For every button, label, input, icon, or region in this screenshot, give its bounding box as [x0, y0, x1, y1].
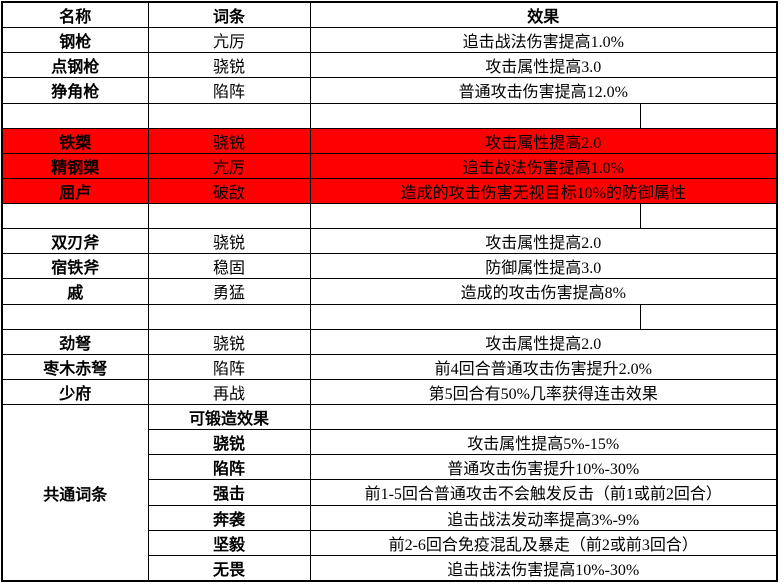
table-row: 双刃斧 骁锐 攻击属性提高2.0 — [1, 228, 778, 255]
effect-column-header: 效果 — [309, 1, 778, 29]
affix-cell: 骁锐 — [147, 328, 311, 355]
separator-row — [1, 303, 778, 330]
weapon-name-cell: 双刃斧 — [1, 228, 149, 255]
sep-name-cell — [1, 202, 149, 230]
affix-column-header: 词条 — [147, 1, 311, 29]
table-row: 狰角枪 陷阵 普通攻击伤害提高12.0% — [1, 77, 778, 104]
effect-cell: 前2-6回合免疫混乱及暴走（前2或前3回合） — [309, 529, 778, 556]
separator-row — [1, 102, 778, 129]
table-row: 枣木赤弩 陷阵 前4回合普通攻击伤害提升2.0% — [1, 353, 778, 380]
affix-cell: 勇猛 — [147, 278, 311, 305]
affix-cell: 破敌 — [147, 177, 311, 205]
table-row: 陷阵 普通攻击伤害提升10%-30% — [2, 454, 778, 481]
table-row: 钢枪 亢厉 追击战法伤害提高1.0% — [1, 27, 778, 54]
affix-cell: 骁锐 — [147, 52, 311, 79]
weapon-name-cell: 宿铁斧 — [1, 253, 149, 280]
affix-cell: 骁锐 — [147, 127, 311, 154]
header-row: 名称 词条 效果 — [1, 1, 778, 29]
table-row: 屈卢 破敌 造成的攻击伤害无视目标10%的防御属性 — [1, 177, 778, 205]
effect-cell: 普通攻击伤害提升10%-30% — [309, 454, 778, 481]
effect-cell: 防御属性提高3.0 — [309, 253, 778, 280]
affix-cell: 稳固 — [147, 253, 311, 280]
table-row: 奔袭 追击战法发动率提高3%-9% — [2, 504, 778, 531]
effect-cell: 第5回合有50%几率获得连击效果 — [309, 378, 778, 406]
table-row: 精钢槊 亢厉 追击战法伤害提高1.0% — [1, 152, 778, 179]
weapon-name-cell: 精钢槊 — [1, 152, 149, 179]
sep-affix-cell — [147, 102, 311, 129]
table-row: 铁槊 骁锐 攻击属性提高2.0 — [1, 127, 778, 154]
weapon-name-cell: 铁槊 — [1, 127, 149, 154]
sep-name-cell — [1, 102, 149, 129]
effect-cell: 攻击属性提高2.0 — [309, 127, 778, 154]
sep-affix-cell — [147, 202, 311, 230]
table-row: 无畏 追击战法伤害提高10%-30% — [2, 554, 778, 582]
affix-cell: 再战 — [147, 378, 311, 406]
weapon-name-cell: 劲弩 — [1, 328, 149, 355]
effect-cell: 攻击属性提高5%-15% — [309, 429, 778, 456]
weapon-name-cell: 狰角枪 — [1, 77, 149, 104]
name-column-header: 名称 — [1, 1, 149, 29]
affix-cell: 亢厉 — [147, 27, 311, 54]
affix-cell: 陷阵 — [147, 77, 311, 104]
weapon-name-cell: 点钢枪 — [1, 52, 149, 79]
effect-cell: 攻击属性提高2.0 — [309, 228, 778, 255]
weapon-name-cell: 枣木赤弩 — [1, 353, 149, 380]
affix-cell: 坚毅 — [147, 529, 311, 556]
table-row: 点钢枪 骁锐 攻击属性提高3.0 — [1, 52, 778, 79]
sep-effect-main-cell — [309, 303, 641, 330]
effect-cell: 攻击属性提高2.0 — [309, 328, 778, 355]
sep-name-cell — [1, 303, 149, 330]
table-row: 坚毅 前2-6回合免疫混乱及暴走（前2或前3回合） — [2, 529, 778, 556]
sep-effect-tail-cell — [639, 102, 778, 129]
table-row: 少府 再战 第5回合有50%几率获得连击效果 — [1, 378, 778, 406]
effect-cell: 造成的攻击伤害提高8% — [309, 278, 778, 305]
affix-cell: 陷阵 — [147, 353, 311, 380]
affix-cell: 陷阵 — [147, 454, 311, 481]
weapon-name-cell: 钢枪 — [1, 27, 149, 54]
table-row: 宿铁斧 稳固 防御属性提高3.0 — [1, 253, 778, 280]
table-row: 强击 前1-5回合普通攻击不会触发反击（前1或前2回合） — [2, 479, 778, 506]
table-row: 共通词条 可锻造效果 — [1, 403, 778, 582]
effect-cell: 攻击属性提高3.0 — [309, 52, 778, 79]
weapon-name-cell: 屈卢 — [1, 177, 149, 205]
weapon-name-cell: 少府 — [1, 378, 149, 406]
effect-cell: 普通攻击伤害提高12.0% — [309, 77, 778, 104]
effect-cell: 追击战法伤害提高1.0% — [309, 152, 778, 179]
effect-cell: 前4回合普通攻击伤害提升2.0% — [309, 353, 778, 380]
sep-effect-main-cell — [309, 202, 641, 230]
separator-row — [1, 202, 778, 230]
effect-cell: 追击战法伤害提高1.0% — [309, 27, 778, 54]
affix-cell: 骁锐 — [147, 429, 311, 456]
affix-cell: 可锻造效果 — [147, 403, 311, 431]
sep-effect-tail-cell — [639, 303, 778, 330]
affix-cell: 强击 — [147, 479, 311, 506]
effect-cell: 前1-5回合普通攻击不会触发反击（前1或前2回合） — [309, 479, 778, 506]
affix-cell: 骁锐 — [147, 228, 311, 255]
sep-effect-main-cell — [309, 102, 641, 129]
affix-cell: 无畏 — [147, 554, 311, 582]
effect-cell — [309, 403, 778, 431]
table-row: 劲弩 骁锐 攻击属性提高2.0 — [1, 328, 778, 355]
effect-cell: 追击战法伤害提高10%-30% — [309, 554, 778, 582]
affix-cell: 亢厉 — [147, 152, 311, 179]
affix-cell: 奔袭 — [147, 504, 311, 531]
weapon-name-cell: 戚 — [1, 278, 149, 305]
effect-cell: 造成的攻击伤害无视目标10%的防御属性 — [309, 177, 778, 205]
effect-cell: 追击战法发动率提高3%-9% — [309, 504, 778, 531]
sep-affix-cell — [147, 303, 311, 330]
table-row: 戚勇猛 造成的攻击伤害提高8% — [1, 278, 778, 305]
table-row: 骁锐 攻击属性提高5%-15% — [2, 429, 778, 456]
sep-effect-tail-cell — [639, 202, 778, 230]
weapon-name-cell: 共通词条 — [1, 404, 149, 582]
